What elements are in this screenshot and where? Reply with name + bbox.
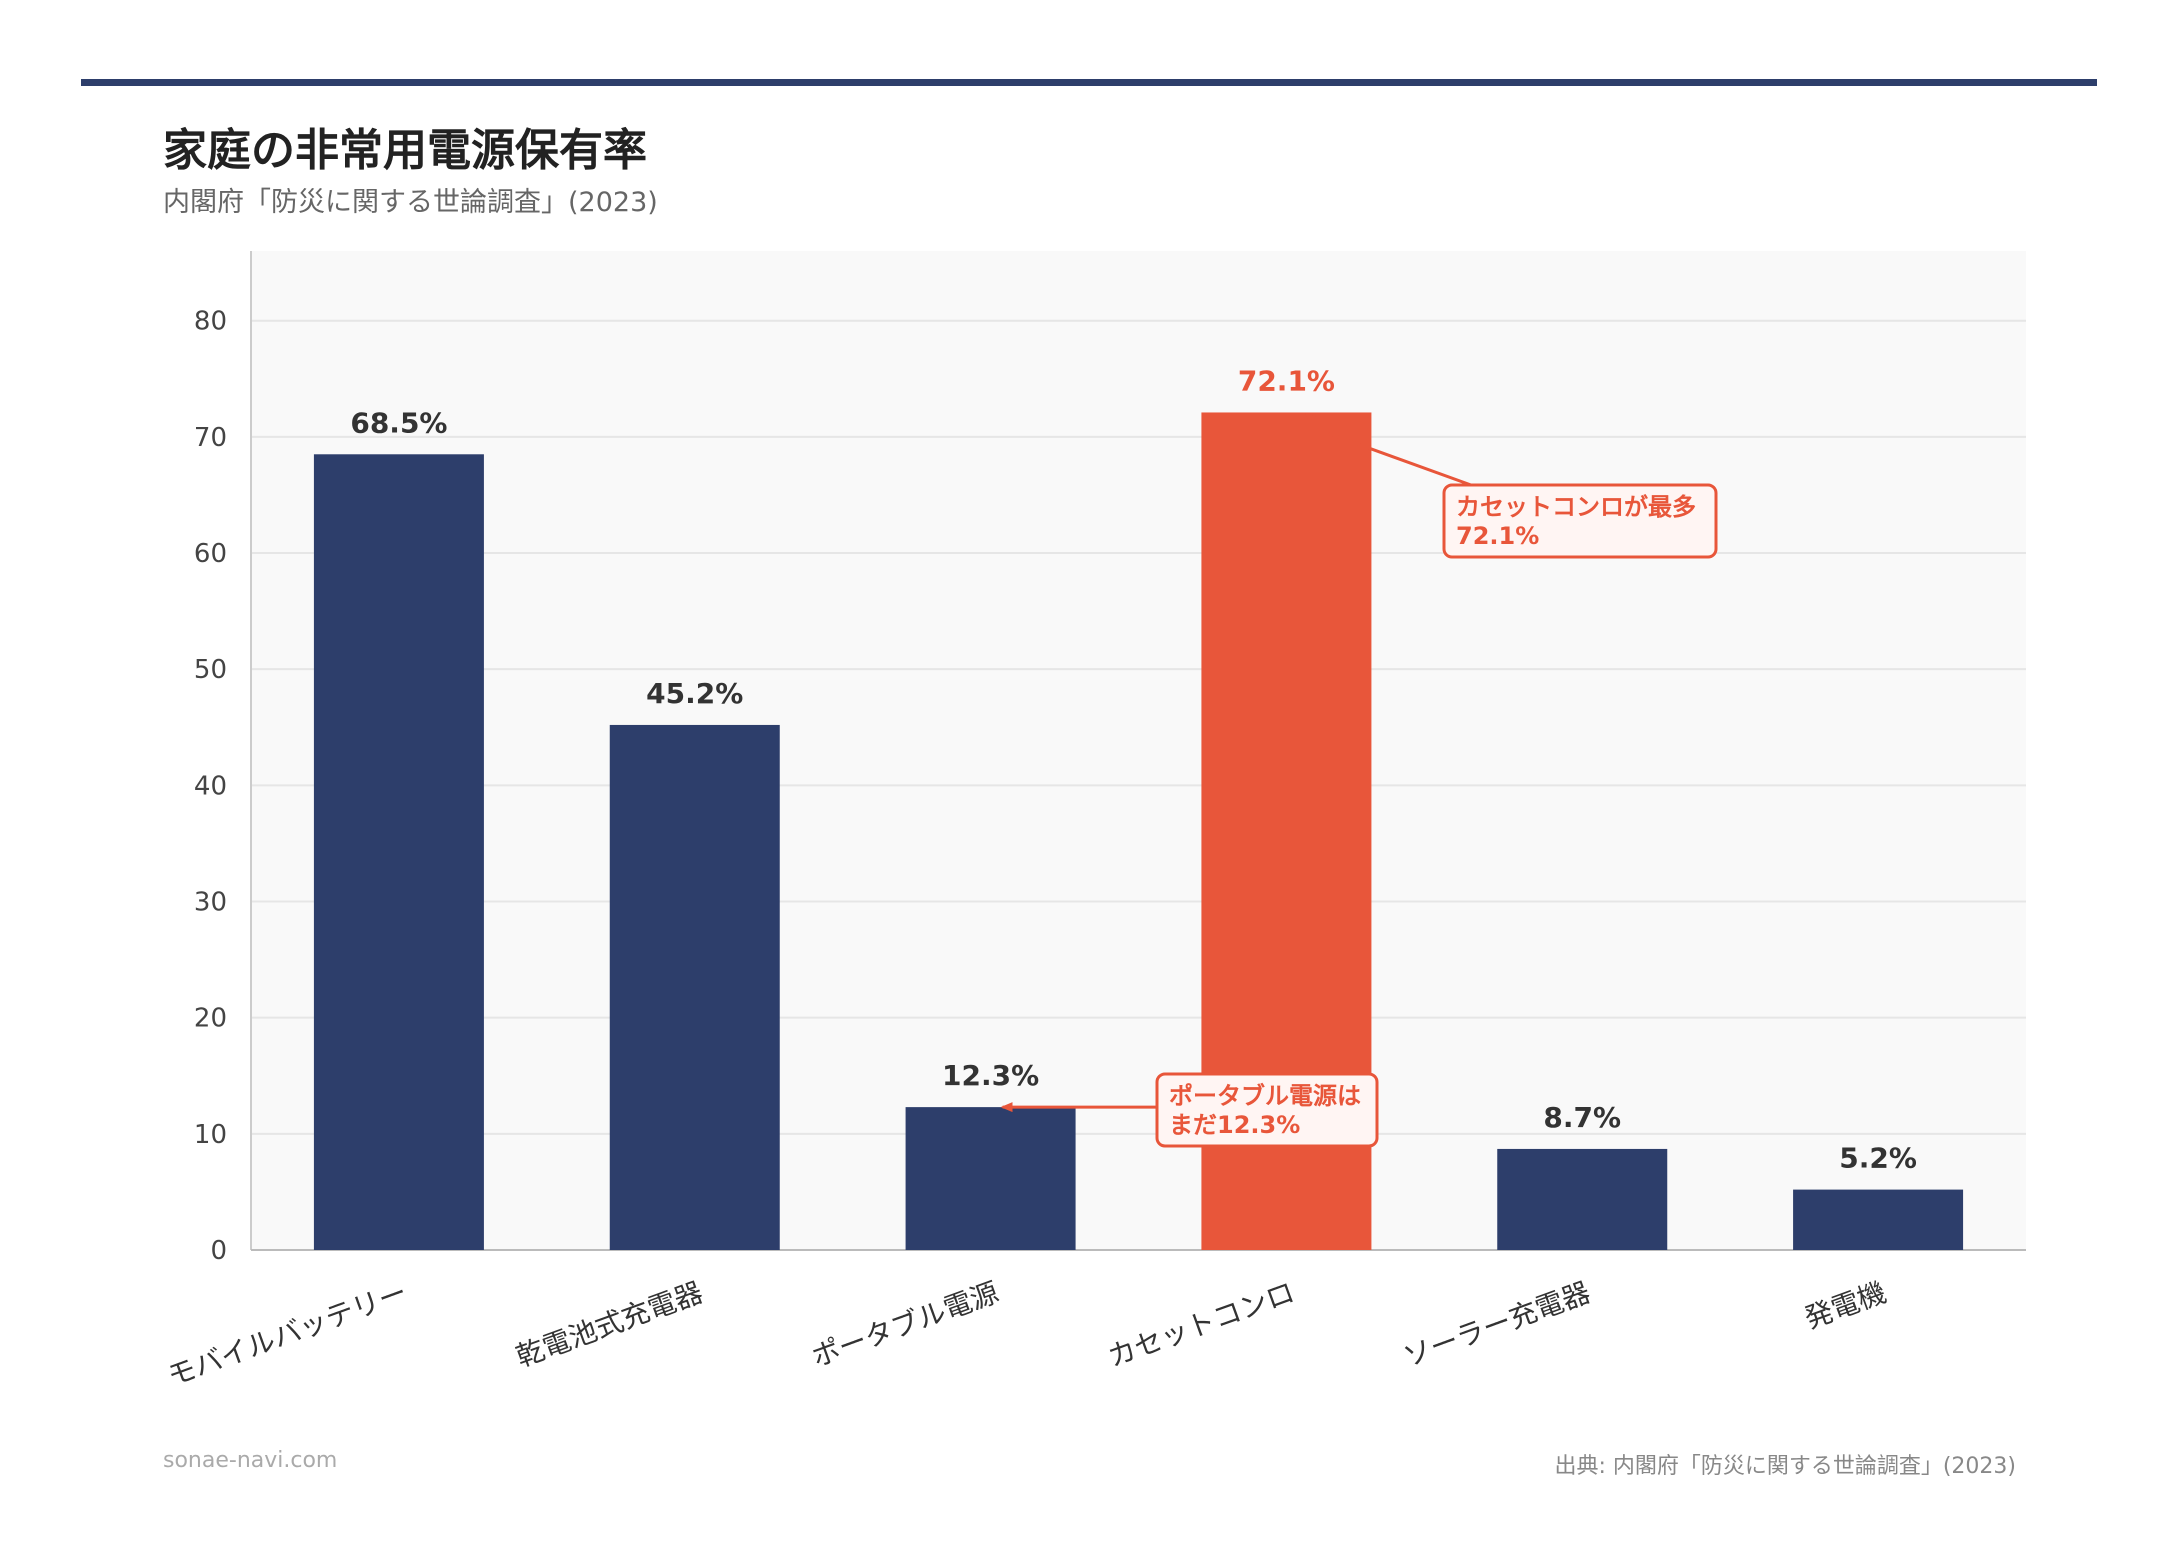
bar: [313, 454, 484, 1250]
x-tick-label: モバイルバッテリー: [163, 1276, 411, 1393]
bar: [905, 1107, 1076, 1250]
y-tick-label: 50: [194, 655, 227, 685]
y-tick-label: 40: [194, 771, 227, 801]
data-label: 45.2%: [646, 677, 743, 710]
annotation-text: 72.1%: [1456, 522, 1539, 550]
bar: [1497, 1148, 1668, 1250]
bar: [1793, 1189, 1964, 1250]
annotation-box: [1442, 483, 1718, 559]
data-label: 8.7%: [1543, 1101, 1621, 1134]
annotation-arrow: [1304, 413, 1330, 435]
data-label: 68.5%: [350, 406, 447, 439]
data-label: 5.2%: [1839, 1142, 1917, 1175]
x-tick-label: カセットコンロ: [1103, 1276, 1298, 1374]
data-label: 72.1%: [1238, 364, 1335, 397]
y-tick-label: 10: [194, 1120, 227, 1150]
bar: [609, 724, 780, 1250]
footer-source: 出典: 内閣府「防災に関する世論調査」(2023): [1554, 1454, 2016, 1479]
annotation-text: カセットコンロが最多: [1456, 493, 1696, 521]
top-rule: [81, 79, 2097, 86]
chart-subtitle: 内閣府「防災に関する世論調査」(2023): [163, 187, 658, 218]
y-tick-label: 30: [194, 888, 227, 918]
y-tick-label: 70: [194, 423, 227, 453]
y-tick-label: 0: [210, 1236, 227, 1266]
x-tick-label: 乾電池式充電器: [512, 1276, 707, 1374]
x-tick-label: ポータブル電源: [807, 1276, 1002, 1374]
plot-background: [251, 251, 2026, 1250]
annotation-box: [1155, 1072, 1379, 1148]
x-tick-label: ソーラー充電器: [1399, 1276, 1594, 1374]
y-tick-label: 60: [194, 539, 227, 569]
x-tick-label: 発電機: [1800, 1276, 1890, 1336]
annotation-leader-line: [1327, 432, 1472, 487]
footer-site: sonae-navi.com: [163, 1448, 338, 1473]
annotation-text: ポータブル電源は: [1169, 1082, 1361, 1110]
y-tick-label: 20: [194, 1004, 227, 1034]
y-tick-label: 80: [194, 307, 227, 337]
annotation-text: まだ12.3%: [1169, 1111, 1300, 1139]
chart-title: 家庭の非常用電源保有率: [163, 125, 647, 176]
data-label: 12.3%: [942, 1059, 1039, 1092]
